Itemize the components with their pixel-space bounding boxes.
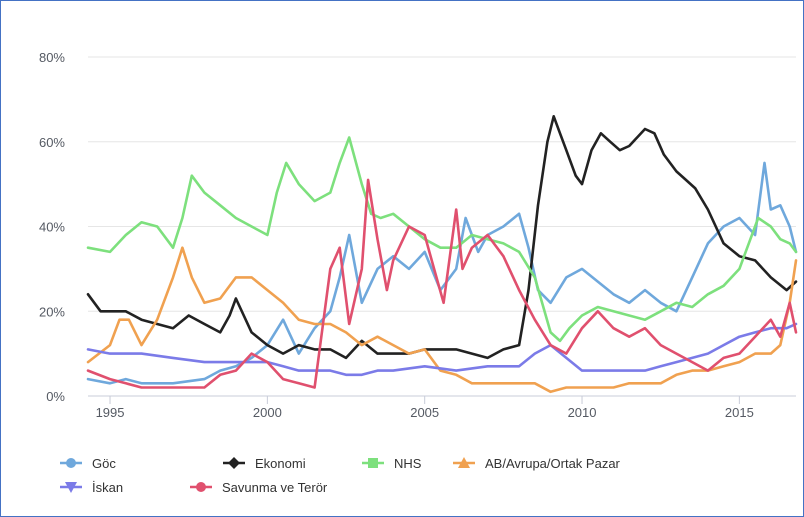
- y-axis-ticks: 0% 20% 40% 60% 80%: [39, 50, 65, 404]
- x-axis-ticks: 1995 2000 2005 2010 2015: [96, 396, 754, 420]
- legend-label: NHS: [394, 456, 422, 471]
- legend-item-4[interactable]: AB/Avrupa/Ortak Pazar: [453, 456, 621, 471]
- x-tick-label: 2000: [253, 405, 282, 420]
- series-line-2: [86, 115, 798, 360]
- legend-item-5[interactable]: İskan: [60, 480, 123, 495]
- triangle-up-marker-icon: [458, 457, 470, 468]
- y-tick-label: 80%: [39, 50, 65, 65]
- y-tick-label: 40%: [39, 220, 65, 235]
- legend-item-2[interactable]: Ekonomi: [223, 456, 306, 471]
- circle-marker-icon: [196, 482, 206, 492]
- legend-item-1[interactable]: Göc: [60, 456, 116, 471]
- circle-marker-icon: [66, 458, 76, 468]
- series-line-4: [86, 246, 798, 394]
- legend-label: Savunma ve Terör: [222, 480, 328, 495]
- series-line-6: [86, 178, 798, 389]
- diamond-marker-icon: [228, 457, 240, 469]
- series-line-1: [86, 161, 798, 385]
- series-line-3: [86, 136, 798, 343]
- series-line-5: [86, 322, 798, 377]
- legend-label: Ekonomi: [255, 456, 306, 471]
- x-tick-label: 2005: [410, 405, 439, 420]
- square-marker-icon: [368, 458, 378, 468]
- gridlines: [88, 56, 796, 397]
- y-tick-label: 20%: [39, 304, 65, 319]
- x-tick-label: 2010: [568, 405, 597, 420]
- series-lines: [86, 115, 798, 394]
- triangle-down-marker-icon: [65, 482, 77, 493]
- y-tick-label: 0%: [46, 389, 65, 404]
- x-tick-label: 1995: [96, 405, 125, 420]
- legend-label: İskan: [92, 480, 123, 495]
- x-tick-label: 2015: [725, 405, 754, 420]
- legend-item-3[interactable]: NHS: [362, 456, 422, 471]
- legend: Göc Ekonomi NHS AB/Avrupa/Ortak Pazar İskan S…: [60, 456, 621, 495]
- legend-label: Göc: [92, 456, 116, 471]
- legend-item-6[interactable]: Savunma ve Terör: [190, 480, 328, 495]
- y-tick-label: 60%: [39, 135, 65, 150]
- legend-label: AB/Avrupa/Ortak Pazar: [485, 456, 621, 471]
